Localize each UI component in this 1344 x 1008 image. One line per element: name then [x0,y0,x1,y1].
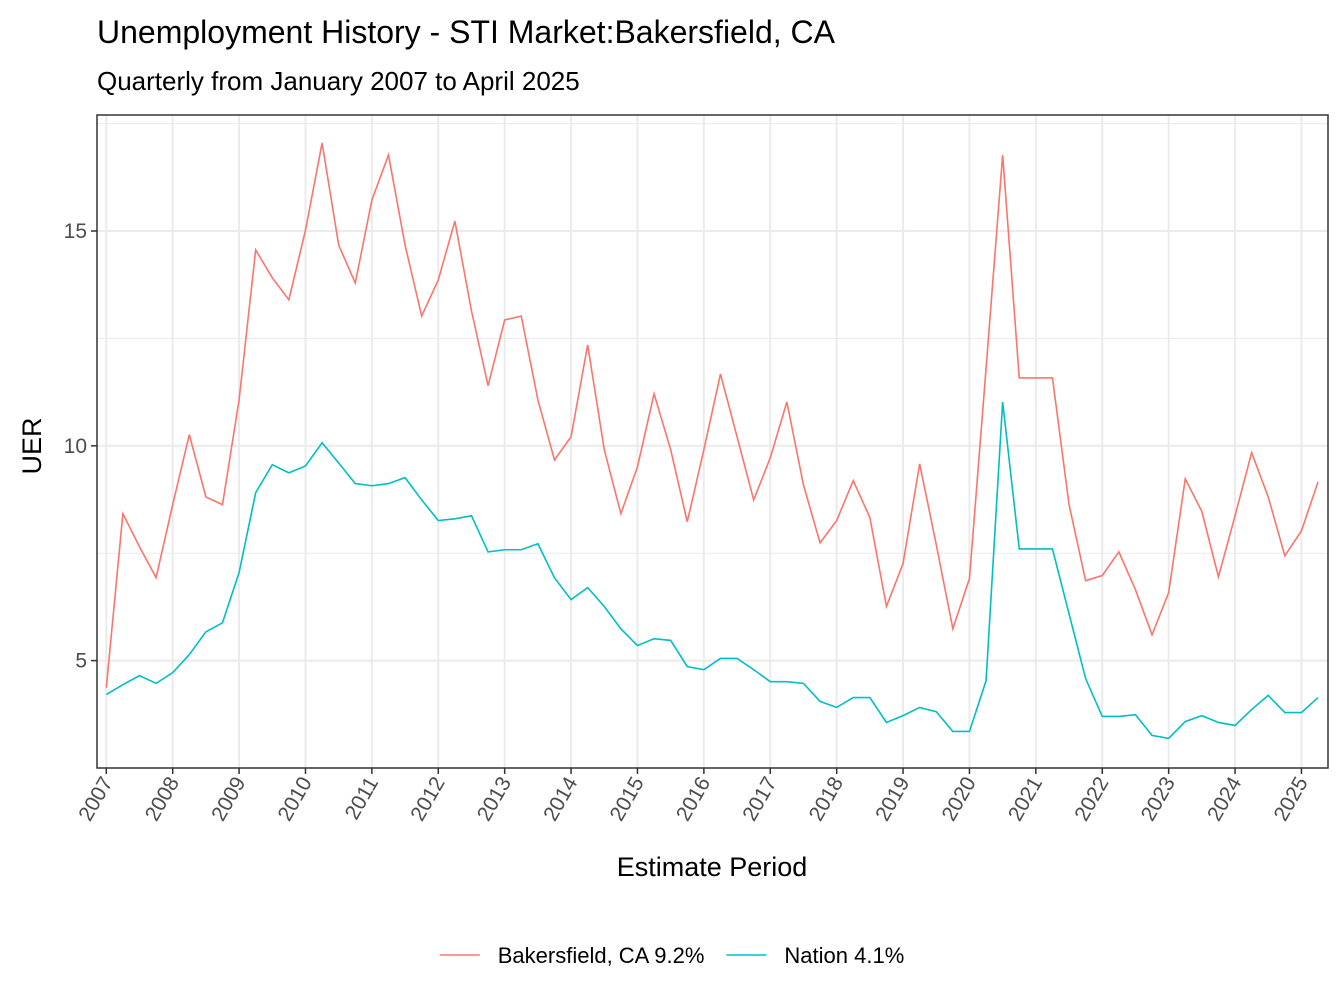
chart-title: Unemployment History - STI Market:Bakers… [97,14,836,50]
series-line [105,401,1319,740]
y-tick-label: 15 [64,220,87,243]
y-tick-label: 5 [75,650,87,673]
chart-subtitle: Quarterly from January 2007 to April 202… [97,66,580,96]
x-axis-title: Estimate Period [617,852,808,882]
y-axis-title: UER [17,417,47,474]
series-line [105,142,1319,688]
legend-label: Bakersfield, CA 9.2% [498,943,705,968]
legend-label: Nation 4.1% [784,943,904,968]
legend: Bakersfield, CA 9.2% Nation 4.1% [439,943,904,968]
panel-border [96,114,1329,769]
y-tick-label: 10 [64,435,87,458]
